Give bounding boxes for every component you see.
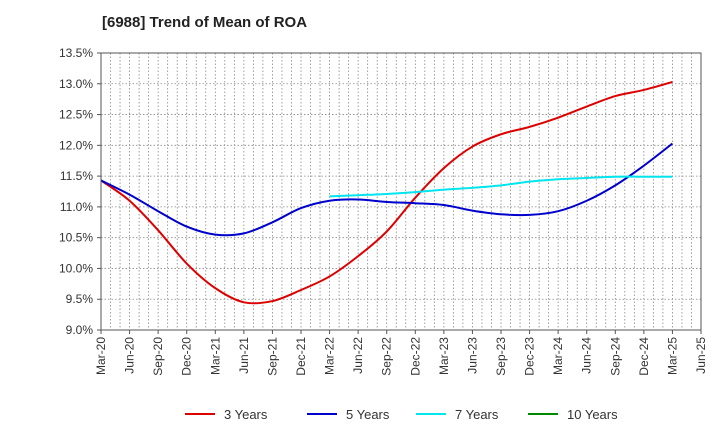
series-line-3-years (100, 80, 673, 305)
y-tick-label: 13.0% (59, 77, 93, 91)
legend: 3 Years 5 Years 7 Years 10 Years (185, 407, 618, 422)
chart-title: [6988] Trend of Mean of ROA (102, 14, 308, 31)
x-tick-label: Mar-20 (94, 337, 108, 375)
x-tick-label: Sep-22 (380, 337, 394, 376)
series-line-5-years (100, 142, 674, 237)
x-tick-label: Dec-24 (637, 337, 651, 376)
y-tick-label: 11.5% (60, 169, 93, 183)
legend-label-7-years: 7 Years (455, 407, 499, 422)
series-lines (100, 80, 674, 305)
axes (97, 52, 702, 334)
x-tick-label: Mar-25 (665, 337, 679, 375)
legend-label-3-years: 3 Years (224, 407, 268, 422)
y-tick-label: 10.0% (59, 261, 93, 275)
y-tick-labels: 9.0% 9.5% 10.0% 10.5% 11.0% 11.5% 12.0% 12.5% 13… (59, 46, 93, 337)
legend-label-5-years: 5 Years (346, 407, 390, 422)
plot-area (101, 53, 701, 330)
y-tick-label: 12.0% (59, 138, 93, 152)
x-tick-label: Sep-24 (608, 337, 622, 376)
plot-border (100, 52, 702, 331)
x-tick-label: Dec-21 (294, 337, 308, 376)
x-tick-label: Mar-24 (551, 337, 565, 375)
x-tick-label: Mar-22 (323, 337, 337, 375)
x-tick-label: Jun-23 (465, 337, 479, 374)
x-tick-labels: Mar-20 Jun-20 Sep-20 Dec-20 Mar-21 Jun-21 Sep-… (94, 337, 708, 376)
x-tick-label: Sep-20 (151, 337, 165, 376)
y-tick-label: 9.5% (66, 292, 94, 306)
x-tick-label: Mar-23 (437, 337, 451, 375)
y-tick-label: 12.5% (59, 108, 93, 122)
x-tick-label: Dec-23 (523, 337, 537, 376)
x-tick-label: Dec-20 (180, 337, 194, 376)
x-tick-label: Jun-20 (123, 337, 137, 374)
series-line-7-years (329, 175, 673, 198)
x-tick-label: Dec-22 (408, 337, 422, 376)
x-tick-label: Jun-21 (237, 337, 251, 374)
x-tick-label: Jun-22 (351, 337, 365, 374)
y-tick-label: 9.0% (66, 323, 94, 337)
y-tick-label: 11.0% (60, 200, 93, 214)
y-tick-label: 10.5% (59, 231, 93, 245)
plot-background (101, 53, 701, 330)
legend-label-10-years: 10 Years (567, 407, 618, 422)
y-tick-label: 13.5% (59, 46, 93, 60)
x-tick-label: Jun-25 (694, 337, 708, 374)
x-tick-label: Mar-21 (208, 337, 222, 375)
x-tick-label: Jun-24 (580, 337, 594, 374)
x-tick-label: Sep-23 (494, 337, 508, 376)
x-tick-label: Sep-21 (265, 337, 279, 376)
